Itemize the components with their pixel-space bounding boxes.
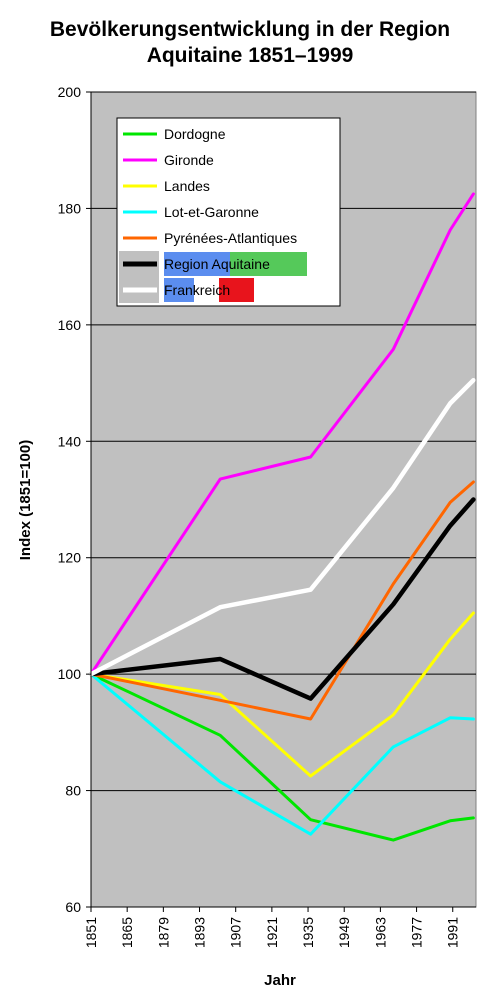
legend-label-6: Frankreich <box>164 282 230 298</box>
legend-label-4: Pyrénées-Atlantiques <box>164 230 297 246</box>
x-tick-label: 1851 <box>83 917 99 948</box>
y-axis-label: Index (1851=100) <box>17 440 34 561</box>
x-tick-label: 1893 <box>192 917 208 948</box>
series-line-2 <box>89 611 475 778</box>
series-line-0 <box>89 672 475 842</box>
x-tick-label: 1921 <box>264 917 280 948</box>
series-line-6 <box>88 377 476 677</box>
x-tick-labels: 1851 1865 1879 1893 1907 1921 1935 1949 1963 1977… <box>83 917 461 948</box>
y-tick-label: 140 <box>58 433 82 449</box>
y-tick-labels: 60 80 100 120 140 160 180 200 <box>58 84 82 915</box>
series-line-3 <box>89 672 475 836</box>
x-tick-label: 1963 <box>372 917 388 948</box>
x-tick-label: 1977 <box>409 917 425 948</box>
legend-label-5: Region Aquitaine <box>164 256 270 272</box>
legend-label-highlight <box>164 278 194 302</box>
legend-label-2: Landes <box>164 178 210 194</box>
chart-title: Bevölkerungsentwicklung in der Region <box>49 18 451 41</box>
axes <box>86 91 476 912</box>
legend-label-highlight <box>230 252 307 276</box>
series-line-5 <box>88 497 476 701</box>
y-tick-label: 160 <box>58 317 82 333</box>
legend-label-highlight <box>219 278 254 302</box>
legend-label-highlight <box>164 252 230 276</box>
legend-label-3: Lot-et-Garonne <box>164 204 259 220</box>
series-lines <box>88 192 476 842</box>
y-tick-label: 180 <box>58 200 82 216</box>
y-tick-label: 60 <box>65 899 81 915</box>
chart-subtitle: Aquitaine 1851–1999 <box>146 44 354 67</box>
y-tick-label: 200 <box>58 84 82 100</box>
legend: Dordogne Gironde Landes Lot-et-Garonne Pyrén… <box>116 117 341 307</box>
x-tick-label: 1865 <box>119 917 135 948</box>
legend-label-0: Dordogne <box>164 126 226 142</box>
x-tick-label: 1991 <box>445 917 461 948</box>
x-axis-label: Jahr <box>264 972 296 989</box>
y-tick-label: 80 <box>65 783 81 799</box>
x-tick-label: 1907 <box>228 917 244 948</box>
x-tick-label: 1949 <box>336 917 352 948</box>
x-tick-label: 1879 <box>155 917 171 948</box>
x-tick-label: 1935 <box>300 917 316 948</box>
y-tick-label: 120 <box>58 550 82 566</box>
series-line-1 <box>89 192 475 676</box>
y-tick-label: 100 <box>58 666 82 682</box>
legend-label-1: Gironde <box>164 152 214 168</box>
